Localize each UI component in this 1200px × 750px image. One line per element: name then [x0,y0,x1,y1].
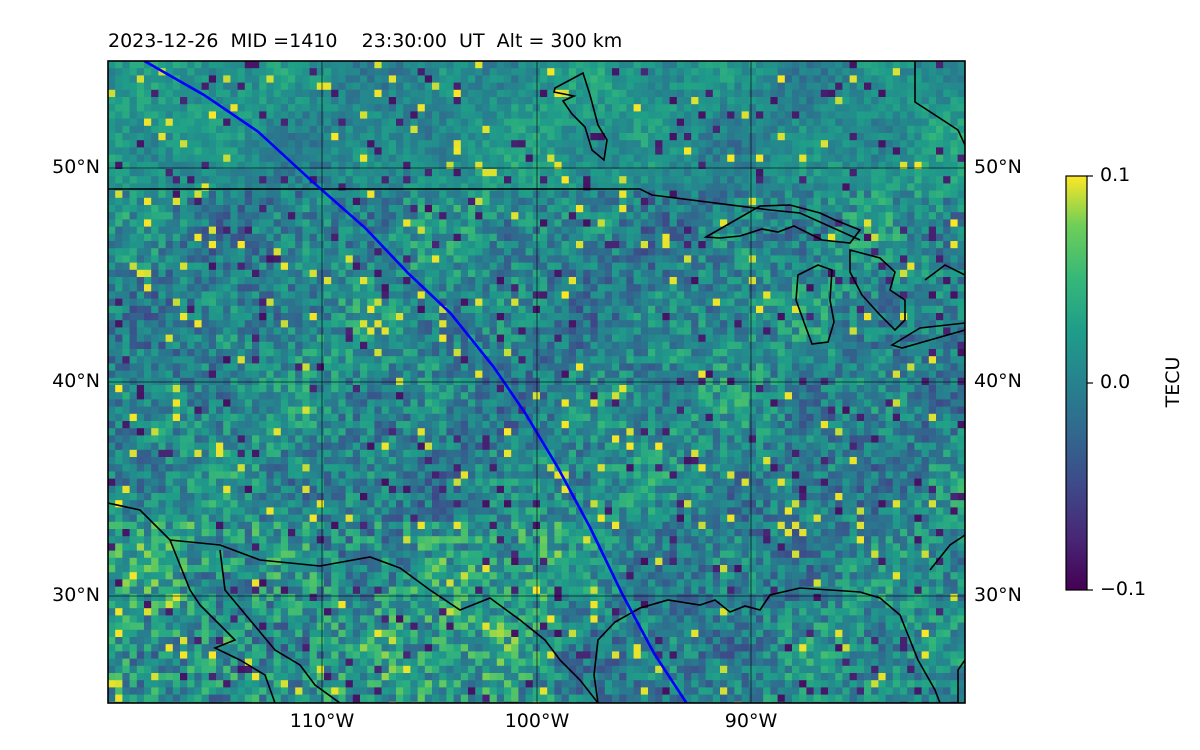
lon-label-90w: 90°W [724,710,778,732]
satellite-track [143,61,688,703]
lake-ontario [924,264,965,281]
hudson-bay-east-coast [914,61,965,146]
lat-label-right-50: 50°N [974,156,1022,178]
baja-coast [169,539,276,703]
lon-label-110w: 110°W [289,710,355,732]
us-canada-border [108,188,861,241]
coastlines-and-borders [108,61,965,703]
title-date: 2023-12-26 [108,30,219,52]
gulf-coast [593,587,941,703]
colorbar-tick-zero: 0.0 [1100,371,1131,393]
colorbar [1065,175,1088,591]
lat-label-left-50: 50°N [52,156,100,178]
colorbar-ticks [1087,175,1093,591]
map-frame [107,60,966,704]
florida-coast [929,534,965,571]
lake-michigan [795,264,835,345]
mexico-west-coast [219,549,341,703]
lat-label-right-40: 40°N [974,370,1022,392]
lake-huron [849,248,906,332]
lat-label-right-30: 30°N [974,584,1022,606]
lake-superior [703,204,862,244]
gridlines [108,61,965,703]
colorbar-tick-min: −0.1 [1100,578,1147,600]
lake-erie [890,322,965,349]
gulf-coast-east [957,659,965,703]
title-mid: MID =1410 [230,30,338,52]
colorbar-label: TECU [1162,356,1184,408]
us-mexico-border [108,502,599,703]
colorbar-tick-max: 0.1 [1100,164,1131,186]
title-alt: Alt = 300 km [496,30,623,52]
lon-label-100w: 100°W [504,710,570,732]
satellite-track-line [143,61,688,703]
tec-heatmap [108,61,965,703]
lat-label-left-40: 40°N [52,370,100,392]
map-title: 2023-12-26 MID =1410 23:30:00 UT Alt = 3… [108,30,622,52]
lat-label-left-30: 30°N [52,584,100,606]
title-time: 23:30:00 UT [361,30,485,52]
james-bay-coast [553,71,608,162]
